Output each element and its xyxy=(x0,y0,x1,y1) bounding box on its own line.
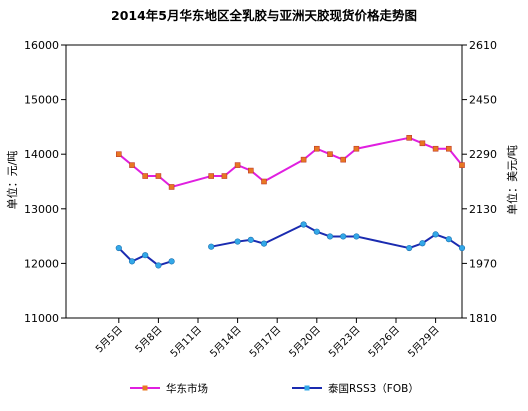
right-y-tick-label: 2290 xyxy=(469,148,497,161)
data-point xyxy=(445,236,452,243)
left-y-tick-label: 12000 xyxy=(24,257,59,270)
data-point xyxy=(406,244,413,252)
data-point xyxy=(458,244,466,252)
data-point xyxy=(327,151,333,157)
data-point xyxy=(406,135,413,141)
data-point xyxy=(300,156,307,163)
data-point xyxy=(432,231,439,238)
data-point xyxy=(248,167,254,174)
legend-marker-rss3 xyxy=(304,385,310,391)
data-point xyxy=(115,244,122,252)
data-point xyxy=(142,173,148,179)
data-point xyxy=(208,173,214,179)
x-tick-label: 5月23日 xyxy=(326,324,362,360)
data-point xyxy=(128,258,136,265)
data-point xyxy=(155,173,162,179)
x-tick-label: 5月17日 xyxy=(247,324,283,360)
data-point xyxy=(353,145,360,152)
right-y-tick-label: 1970 xyxy=(469,257,497,270)
data-point xyxy=(419,240,426,247)
series-line xyxy=(118,136,463,188)
data-point xyxy=(261,178,267,185)
left-y-tick-label: 14000 xyxy=(24,148,59,161)
legend: 华东市场 泰国RSS3（FOB） xyxy=(130,382,419,395)
x-tick-label: 5月20日 xyxy=(287,324,323,360)
x-axis-ticks: 5月5日 5月8日 5月11日 5月14日 5月17日 5月20日 5月23日 5月26日 5月… xyxy=(93,318,442,360)
legend-label-huadong: 华东市场 xyxy=(166,382,208,395)
data-point xyxy=(155,262,162,269)
plot-frame xyxy=(65,44,463,319)
data-point xyxy=(432,145,439,152)
x-tick-label: 5月14日 xyxy=(208,324,244,360)
right-y-tick-label: 2450 xyxy=(469,94,497,107)
legend-item-rss3: 泰国RSS3（FOB） xyxy=(292,382,419,395)
left-y-tick-label: 11000 xyxy=(24,312,59,325)
data-point xyxy=(234,162,241,168)
data-point xyxy=(168,258,175,265)
x-tick-label: 5月26日 xyxy=(366,324,402,360)
data-point xyxy=(340,156,347,163)
right-y-axis-label: 单位：美元/吨 xyxy=(505,145,519,215)
x-tick-label: 5月8日 xyxy=(133,324,165,356)
data-point xyxy=(129,162,135,168)
data-point xyxy=(326,233,334,240)
x-tick-label: 5月5日 xyxy=(93,324,125,356)
data-point xyxy=(116,151,122,157)
data-point xyxy=(445,145,452,152)
data-point xyxy=(459,162,465,168)
series-layer xyxy=(115,135,466,269)
left-y-axis-label: 单位：元/吨 xyxy=(5,151,19,210)
data-point xyxy=(340,233,347,240)
x-tick-label: 5月11日 xyxy=(168,324,204,360)
left-y-tick-label: 13000 xyxy=(24,203,59,216)
data-point xyxy=(208,243,215,250)
series-1 xyxy=(115,221,466,269)
data-point xyxy=(419,140,426,147)
legend-item-huadong: 华东市场 xyxy=(130,382,208,395)
right-y-tick-label: 1810 xyxy=(469,312,497,325)
left-y-tick-label: 15000 xyxy=(24,94,59,107)
x-tick-label: 5月29日 xyxy=(406,324,442,360)
right-y-tick-label: 2610 xyxy=(469,39,497,52)
series-0 xyxy=(116,135,465,190)
data-point xyxy=(234,238,241,245)
data-point xyxy=(353,233,360,240)
data-point xyxy=(247,236,254,243)
right-y-axis-ticks: 1810 1970 2130 2290 2450 2610 xyxy=(462,39,497,325)
left-y-axis-ticks: 11000 12000 13000 14000 15000 16000 xyxy=(24,39,66,325)
data-point xyxy=(142,252,149,259)
left-y-tick-label: 16000 xyxy=(24,39,59,52)
data-point xyxy=(168,184,175,190)
data-point xyxy=(221,173,228,179)
legend-label-rss3: 泰国RSS3（FOB） xyxy=(328,382,419,395)
legend-marker-huadong xyxy=(142,385,148,391)
axes xyxy=(65,44,463,319)
data-point xyxy=(313,145,320,152)
data-point xyxy=(300,221,307,228)
data-point xyxy=(260,240,268,247)
chart-title: 2014年5月华东地区全乳胶与亚洲天胶现货价格走势图 xyxy=(111,8,417,23)
data-point xyxy=(313,228,320,235)
right-y-tick-label: 2130 xyxy=(469,203,497,216)
